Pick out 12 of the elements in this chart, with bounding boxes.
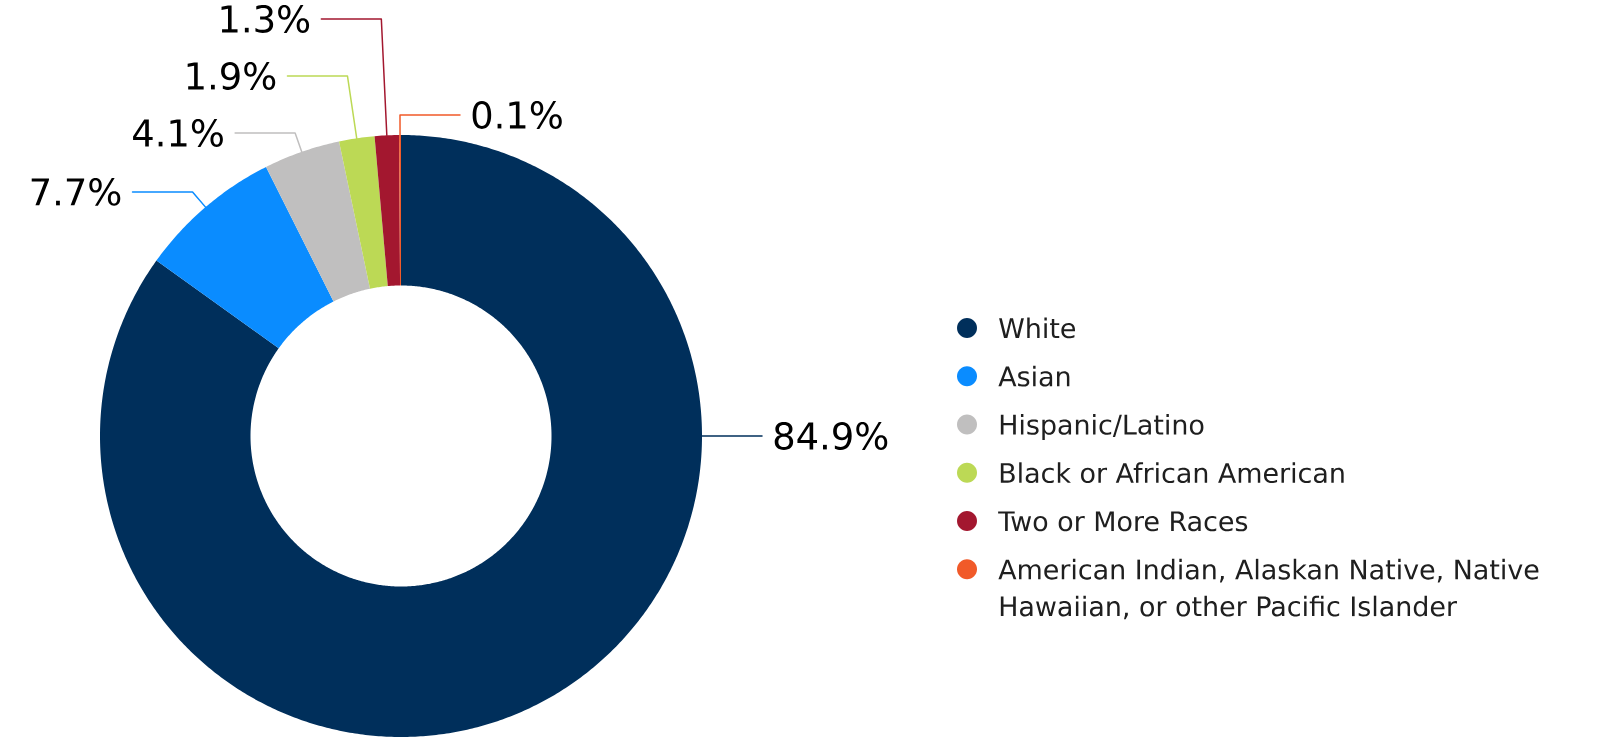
legend-label: Asian: [998, 365, 1070, 387]
data-label: 7.7%: [31, 177, 121, 206]
data-label: 1.3%: [221, 5, 310, 33]
data-label: 0.1%: [472, 101, 562, 129]
data-label: 1.9%: [187, 62, 276, 90]
data-label: 4.1%: [133, 119, 223, 147]
legend-label: Two or More Races: [998, 511, 1248, 532]
legend-label: Black or African American: [1000, 462, 1344, 484]
legend-label: American Indian, Alaskan Native, Native Hawaiian, or other Pacific Islander: [998, 558, 1539, 620]
legend-label: Hispanic/Latino: [1000, 414, 1204, 441]
legend-label: White: [999, 317, 1076, 339]
data-label: 84.9%: [774, 422, 888, 450]
